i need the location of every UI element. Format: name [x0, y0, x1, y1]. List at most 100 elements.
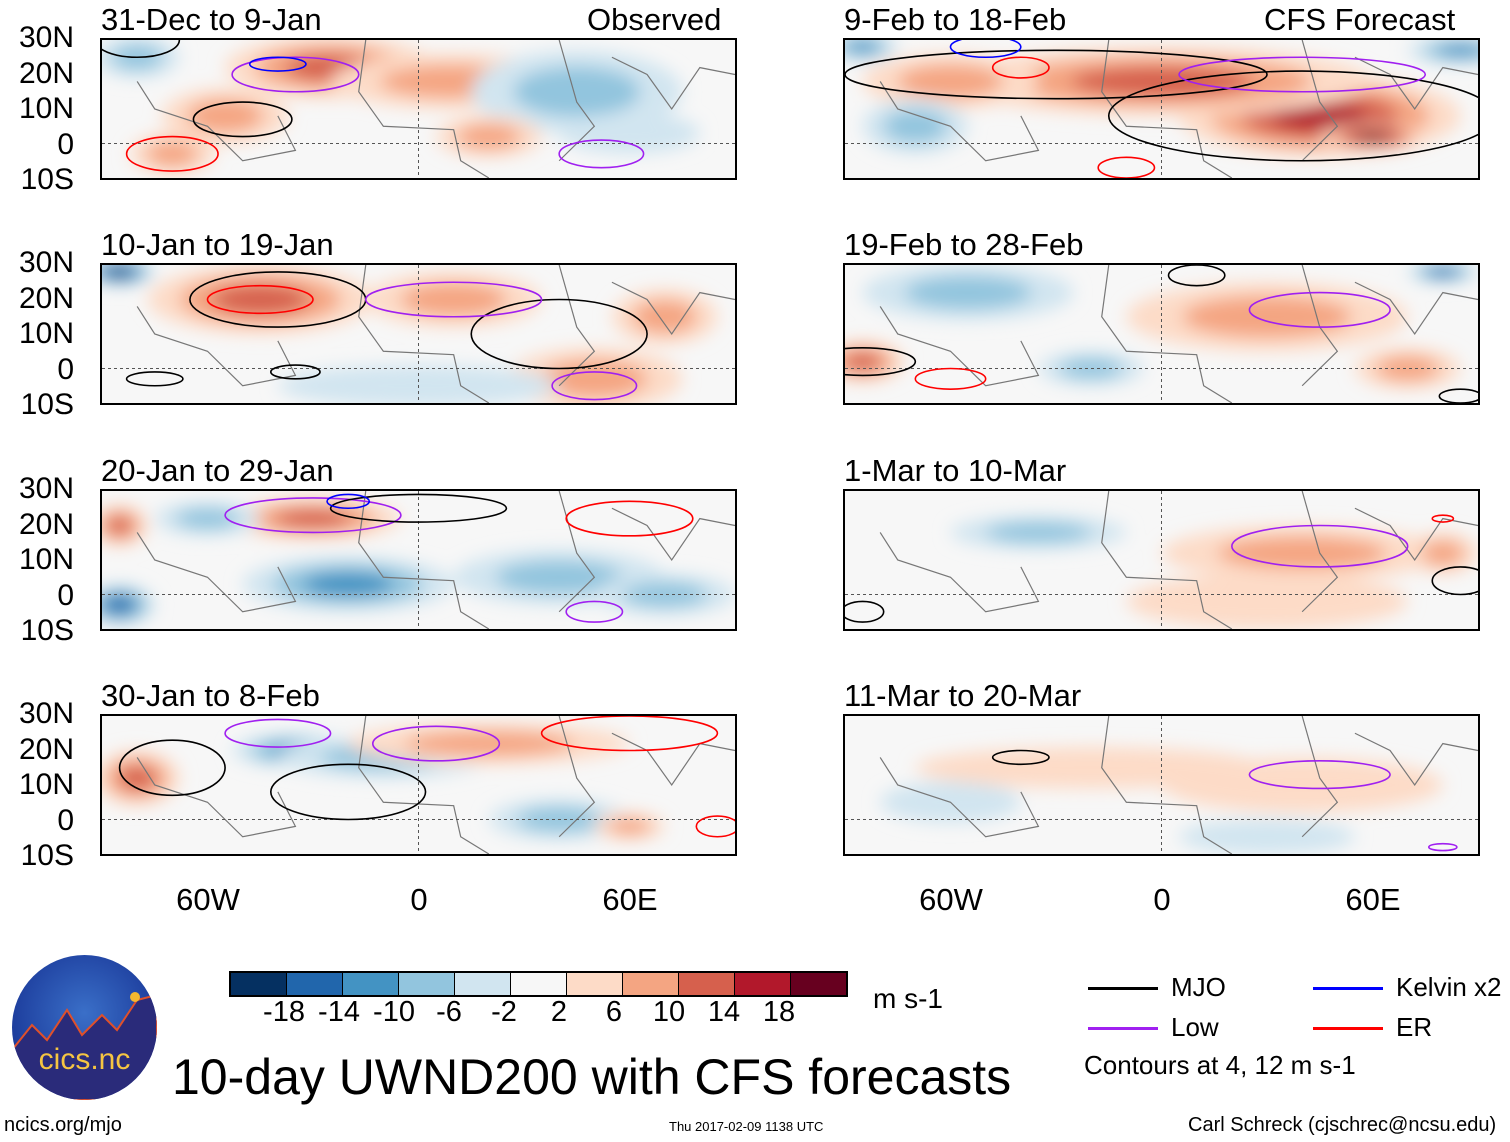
map-panel — [100, 489, 737, 631]
colorbar-label: -6 — [436, 996, 462, 1028]
y-tick-label: 10S — [20, 614, 74, 647]
legend-label: ER — [1396, 1012, 1433, 1042]
y-tick-label: 20N — [18, 732, 74, 766]
anomaly-shading — [400, 282, 507, 317]
colorbar-swatch — [231, 973, 287, 995]
panel-title: 31-Dec to 9-Jan — [101, 2, 322, 37]
panel-title: 10-Jan to 19-Jan — [101, 227, 334, 262]
footer-author: Carl Schreck (cjschrec@ncsu.edu) — [1188, 1114, 1497, 1136]
anomaly-shading — [1437, 44, 1478, 57]
coastline — [137, 40, 735, 178]
colorbar-label: 2 — [550, 996, 568, 1028]
wave-contour — [915, 369, 985, 390]
anomaly-shading — [212, 284, 309, 315]
wave-contour — [1439, 389, 1478, 403]
map-panel — [100, 714, 737, 856]
coastline — [137, 265, 735, 403]
colorbar-swatch — [287, 973, 343, 995]
y-tick-label: 30N — [18, 472, 74, 505]
map-panel — [843, 263, 1480, 405]
colorbar-swatch — [455, 973, 511, 995]
anomaly-shading — [495, 560, 623, 594]
colorbar-label: -18 — [263, 996, 305, 1028]
wave-contour — [993, 57, 1049, 78]
anomaly-shading — [457, 124, 521, 150]
panel-title: 1-Mar to 10-Mar — [844, 453, 1067, 488]
anomaly-shading — [1161, 757, 1443, 813]
y-tick-label: 0 — [57, 578, 74, 612]
wave-contour — [1432, 567, 1478, 595]
x-tick-label: 60E — [602, 882, 658, 917]
legend-label: Kelvin x2 — [1396, 972, 1502, 1002]
anomaly-shading — [1431, 268, 1455, 276]
colorbar-label: -2 — [491, 996, 517, 1028]
wave-contour — [696, 816, 735, 837]
wave-contour — [1109, 71, 1478, 161]
anomaly-shading — [302, 572, 394, 596]
legend-line — [1088, 1027, 1158, 1030]
anomaly-shading — [147, 141, 198, 167]
wave-contour — [471, 300, 647, 369]
wave-contour — [951, 40, 1021, 57]
y-tick-label: 30N — [18, 697, 74, 730]
units-label: m s-1 — [873, 983, 943, 1014]
anomaly-shading — [985, 522, 1092, 543]
forecast-label: CFS Forecast — [1264, 2, 1456, 37]
wave-contour — [1098, 157, 1154, 178]
wave-contour — [225, 498, 401, 533]
wave-contour — [993, 751, 1049, 765]
colorbar-label: 14 — [707, 996, 741, 1028]
wave-contour — [1169, 265, 1225, 286]
footer-left[interactable]: ncics.org/mjo — [4, 1114, 122, 1136]
wave-contour — [327, 494, 369, 508]
x-tick-label: 0 — [410, 882, 428, 917]
colorbar-label: 6 — [605, 996, 623, 1028]
anomaly-shading — [608, 818, 651, 835]
y-tick-label: 10N — [18, 317, 74, 350]
y-tick-label: 10S — [20, 163, 74, 196]
anomaly-shading — [275, 509, 351, 528]
wave-contour — [232, 57, 359, 92]
colorbar-swatch — [511, 973, 567, 995]
wave-contour — [120, 740, 226, 795]
wave-contour — [373, 726, 500, 761]
coastline — [137, 491, 735, 629]
colorbar — [229, 971, 848, 997]
colorbar-label: 18 — [762, 996, 796, 1028]
map-panel — [100, 263, 737, 405]
anomaly-shading — [845, 352, 881, 371]
wave-contour — [208, 286, 314, 314]
y-tick-label: 0 — [57, 803, 74, 837]
observed-label: Observed — [587, 2, 722, 37]
legend-line — [1313, 987, 1383, 990]
anomaly-shading — [107, 597, 132, 612]
map-panel — [843, 38, 1480, 180]
anomaly-shading — [897, 64, 1004, 98]
anomaly-shading — [175, 508, 240, 529]
coastline — [880, 265, 1478, 403]
colorbar-swatch — [735, 973, 791, 995]
anomaly-shading — [559, 112, 700, 154]
wave-contour — [1429, 844, 1457, 851]
wave-contour — [250, 57, 306, 71]
anomaly-shading — [1272, 102, 1367, 130]
y-tick-label: 10N — [18, 92, 74, 125]
y-tick-label: 10S — [20, 839, 74, 872]
wave-contour — [331, 494, 507, 522]
anomaly-shading — [1358, 132, 1387, 141]
colorbar-swatch — [343, 973, 399, 995]
legend-line — [1313, 1027, 1383, 1030]
wave-contour — [566, 601, 622, 622]
anomaly-shading — [847, 40, 878, 53]
wave-contour — [1179, 57, 1425, 92]
coastline — [880, 716, 1478, 854]
wave-contour — [1432, 515, 1453, 522]
wave-contour — [127, 372, 183, 386]
coastline — [880, 40, 1478, 178]
logo: cics.nc — [12, 955, 157, 1100]
panel-title: 9-Feb to 18-Feb — [844, 2, 1067, 37]
wave-contour — [271, 365, 320, 379]
x-tick-label: 60W — [176, 882, 240, 917]
colorbar-swatch — [567, 973, 623, 995]
figure-title: 10-day UWND200 with CFS forecasts — [172, 1049, 1012, 1105]
